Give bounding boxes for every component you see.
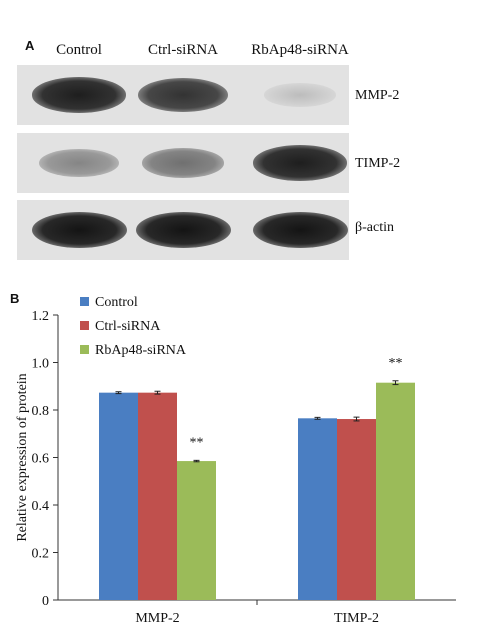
band-beta-actin-ctrl-sirna (135, 212, 231, 248)
blot-beta-actin (17, 200, 349, 260)
blot-label-timp-2: TIMP-2 (355, 156, 401, 171)
lane-label-ctrl-sirna: Ctrl-siRNA (147, 42, 219, 58)
y-tick-label: 1.0 (32, 357, 50, 372)
lane-label-control: Control (56, 42, 102, 58)
blot-label-beta-actin: β-actin (355, 220, 394, 235)
legend-swatch (80, 321, 89, 330)
bar (99, 392, 138, 600)
x-tick-label: TIMP-2 (334, 611, 379, 626)
x-tick-label: MMP-2 (135, 611, 179, 626)
significance-label: ** (190, 435, 204, 450)
bar (376, 382, 415, 600)
blot-label-mmp-2: MMP-2 (355, 88, 400, 103)
band-timp-2-ctrl-sirna (141, 148, 225, 178)
y-axis-label: Relative expression of protein (15, 373, 30, 541)
significance-label: ** (389, 356, 403, 371)
y-tick-label: 0.8 (32, 404, 50, 419)
legend-label: Ctrl-siRNA (95, 319, 161, 334)
band-timp-2-control (39, 149, 119, 177)
legend-label: RbAp48-siRNA (95, 343, 187, 358)
y-tick-label: 1.2 (32, 309, 50, 324)
blot-timp-2 (17, 133, 349, 193)
lane-label-rbap48-sirna: RbAp48-siRNA (251, 42, 349, 58)
y-tick-label: 0.6 (32, 452, 50, 467)
y-tick-label: 0.2 (32, 547, 50, 562)
band-mmp-2-rbap48-sirna (264, 83, 336, 107)
band-beta-actin-control (31, 212, 127, 248)
panel-a-letter: A (25, 38, 35, 53)
blot-mmp-2 (17, 65, 349, 125)
band-mmp-2-ctrl-sirna (137, 78, 229, 112)
band-timp-2-rbap48-sirna (253, 145, 347, 181)
legend-label: Control (95, 295, 138, 310)
band-mmp-2-control (32, 77, 126, 113)
legend-swatch (80, 297, 89, 306)
bar (138, 392, 177, 600)
y-tick-label: 0 (42, 594, 49, 609)
band-beta-actin-rbap48-sirna (252, 212, 348, 248)
y-tick-label: 0.4 (32, 499, 50, 514)
bar-chart: 0 0.2 0.4 0.6 0.8 1.0 1.2 Relative expression o… (15, 295, 456, 626)
bar (298, 418, 337, 600)
bar (337, 419, 376, 600)
legend-swatch (80, 345, 89, 354)
bar (177, 461, 216, 600)
panel-b-letter: B (10, 291, 20, 306)
